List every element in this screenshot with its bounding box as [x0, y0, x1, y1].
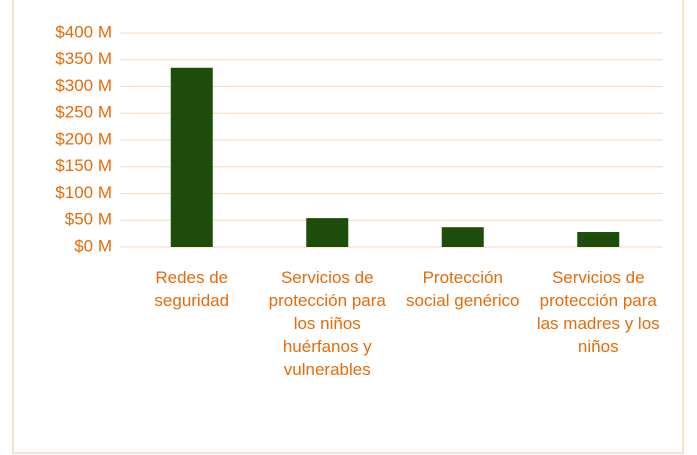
x-tick-label: Redes de seguridad	[154, 268, 230, 310]
y-tick-label: $0 M	[74, 236, 112, 255]
y-tick-label: $50 M	[65, 210, 112, 229]
y-tick-label: $300 M	[55, 76, 112, 95]
x-tick-label: Servicios de protección para las madres …	[536, 268, 660, 356]
y-tick-label: $350 M	[55, 49, 112, 68]
y-tick-label: $400 M	[55, 22, 112, 41]
bar	[170, 67, 213, 248]
y-tick-label: $100 M	[55, 183, 112, 202]
x-tick-label: Servicios de protección para los niños h…	[268, 268, 386, 379]
bar	[306, 218, 349, 247]
y-tick-label: $250 M	[55, 103, 112, 122]
y-tick-label: $150 M	[55, 156, 112, 175]
y-tick-label: $200 M	[55, 129, 112, 148]
bar	[441, 227, 484, 247]
x-tick-label: Protección social genérico	[406, 268, 520, 310]
bar	[577, 232, 620, 247]
